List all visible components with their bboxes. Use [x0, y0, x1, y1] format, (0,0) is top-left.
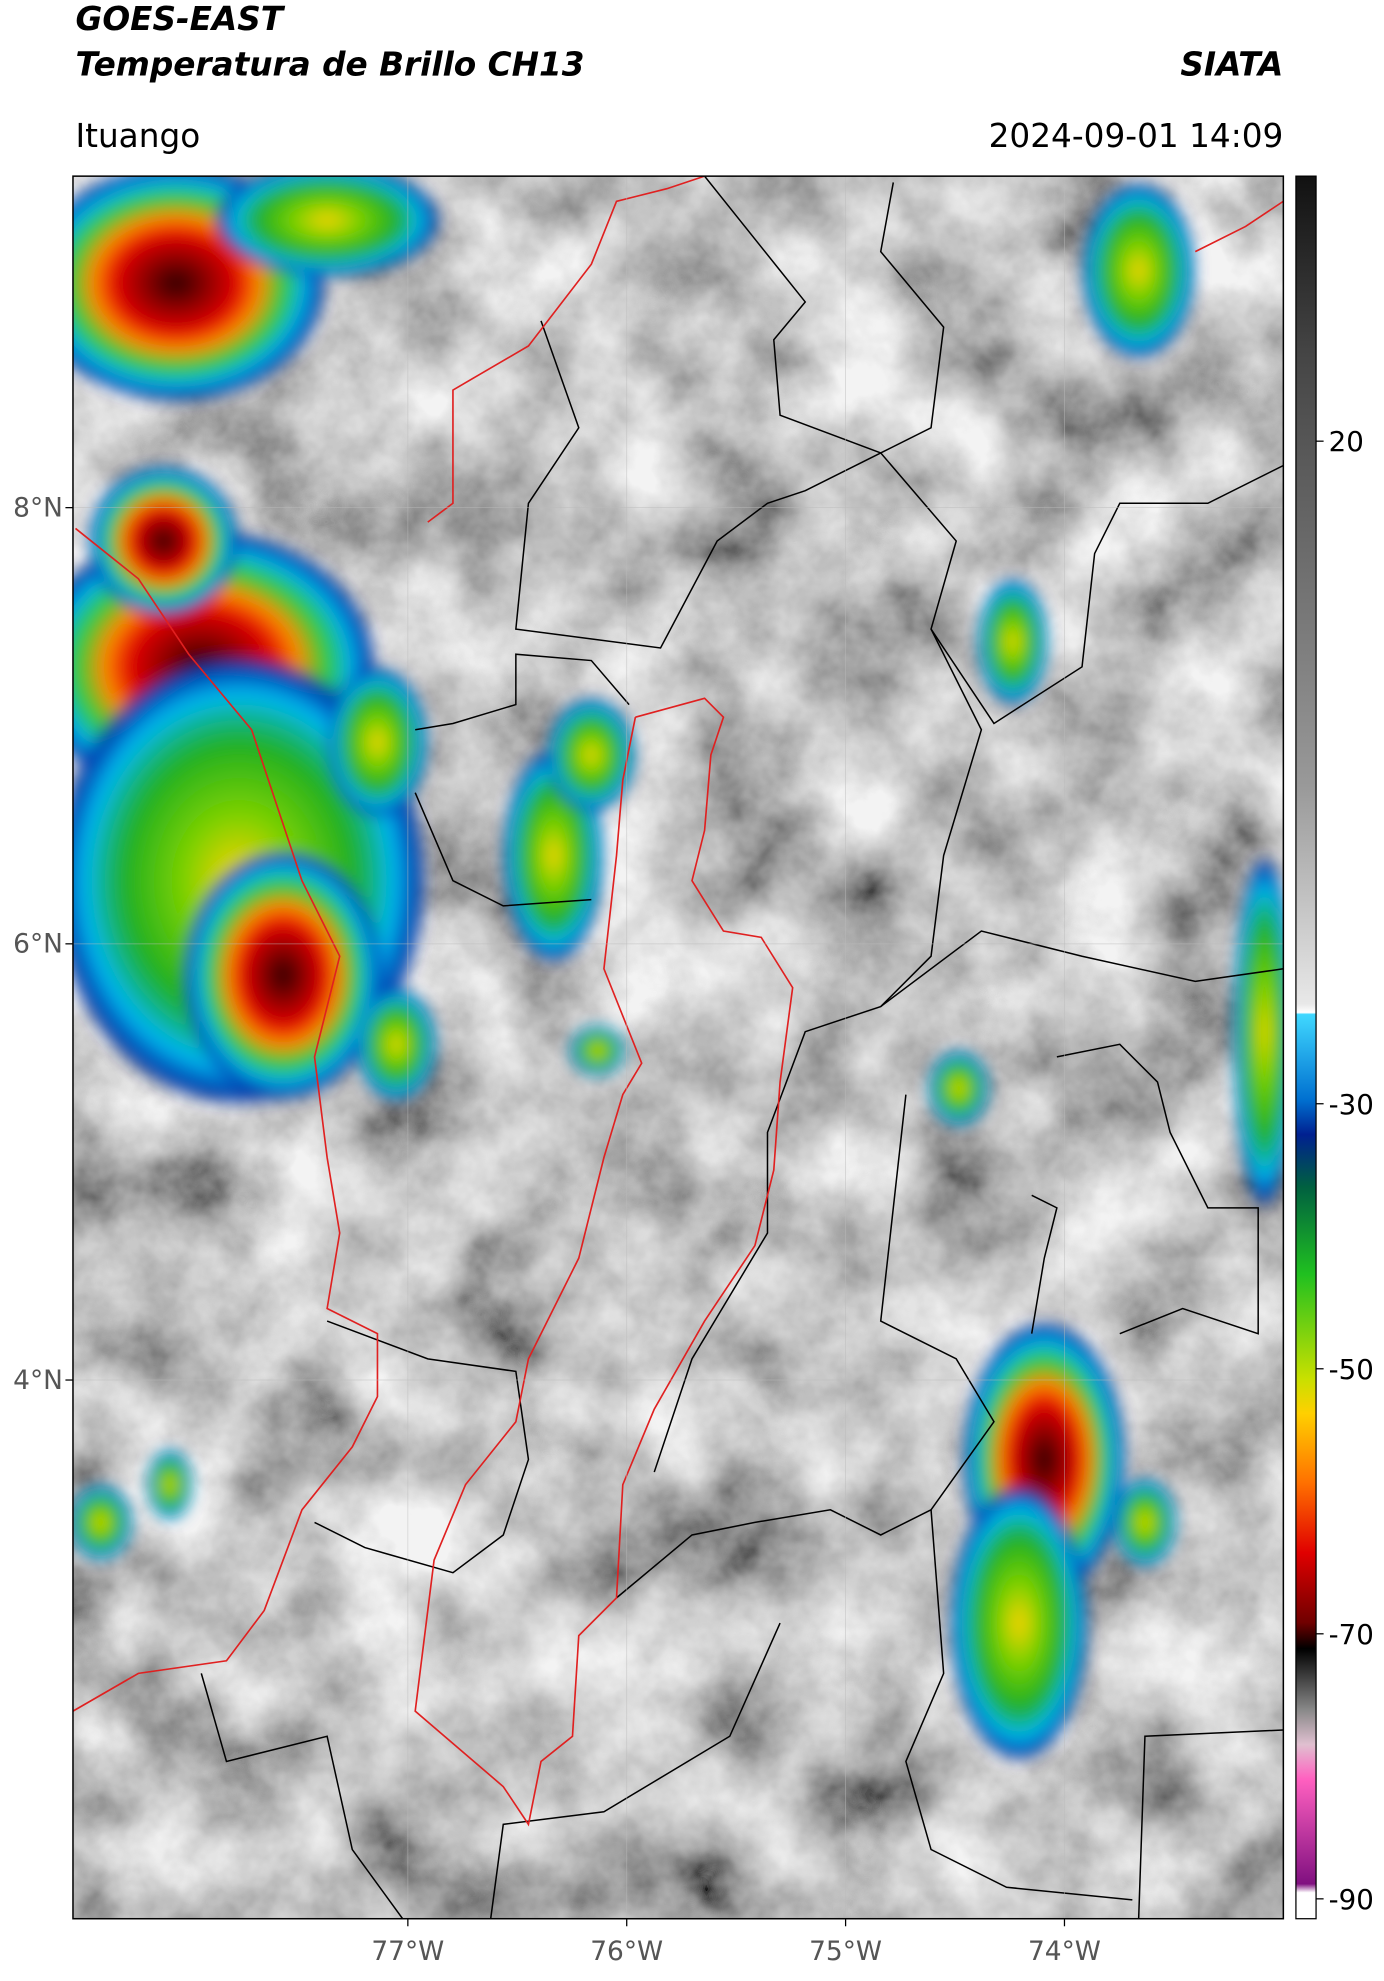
lon-tick-label: 76°W — [590, 1936, 663, 1967]
storms — [72, 176, 1284, 1762]
source: SIATA — [1180, 45, 1283, 83]
lon-tick-label: 77°W — [371, 1936, 444, 1967]
lon-tick-label: 74°W — [1028, 1936, 1101, 1967]
gridlines — [72, 176, 1284, 1919]
map-image — [72, 176, 1284, 1919]
lon-tick-label: 75°W — [809, 1936, 882, 1967]
region-outline — [72, 176, 1284, 1827]
colorbar-tick-label: -70 — [1329, 1618, 1374, 1651]
title: GOES-EAST — [75, 0, 285, 38]
datetime: 2024-09-01 14:09 — [989, 117, 1284, 155]
lat-tick-label: 8°N — [13, 492, 63, 523]
colorbar-tick-label: -30 — [1329, 1088, 1374, 1121]
colorbar-tick-label: 20 — [1329, 425, 1364, 458]
colorbar-tick-label: -90 — [1329, 1883, 1374, 1916]
lat-tick-label: 4°N — [13, 1365, 63, 1396]
colorbar-tick-label: -50 — [1329, 1353, 1374, 1386]
location: Ituango — [75, 117, 200, 155]
borders — [200, 176, 1284, 1919]
lat-tick-label: 6°N — [13, 929, 63, 960]
colorbar — [1295, 175, 1317, 1920]
subtitle: Temperatura de Brillo CH13 — [75, 45, 584, 83]
map-frame — [72, 175, 1285, 1920]
